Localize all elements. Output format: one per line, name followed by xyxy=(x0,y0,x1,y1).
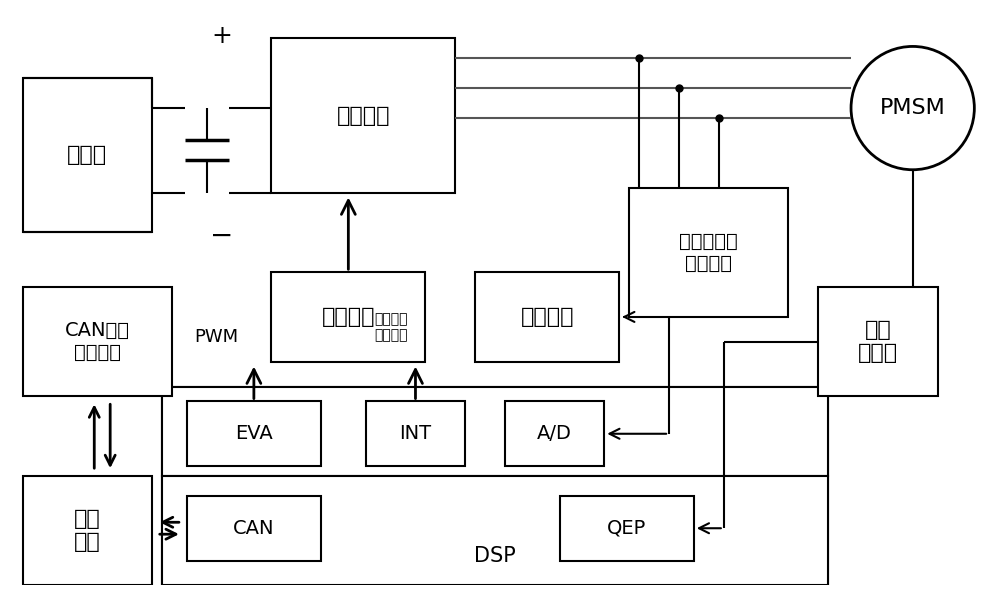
Text: +: + xyxy=(211,25,232,48)
Bar xyxy=(629,188,788,317)
Bar xyxy=(23,79,152,233)
Circle shape xyxy=(851,47,974,170)
Bar xyxy=(23,476,152,585)
Text: 逆变电路: 逆变电路 xyxy=(337,106,390,126)
Bar xyxy=(162,387,828,476)
Bar xyxy=(271,272,425,362)
Text: PWM: PWM xyxy=(194,328,238,346)
Text: 电流、电压
检测电路: 电流、电压 检测电路 xyxy=(679,232,738,273)
Bar xyxy=(162,387,828,585)
Text: INT: INT xyxy=(399,424,432,443)
Text: 过流过压
软件保护: 过流过压 软件保护 xyxy=(374,312,407,342)
Bar xyxy=(475,272,619,362)
Text: DSP: DSP xyxy=(474,545,516,565)
Text: CAN通信
接口电路: CAN通信 接口电路 xyxy=(65,321,130,362)
Text: PMSM: PMSM xyxy=(880,98,946,118)
Bar xyxy=(23,287,172,396)
Bar xyxy=(162,476,828,585)
Text: 隔离
电路: 隔离 电路 xyxy=(74,509,101,552)
Bar xyxy=(187,496,321,561)
Text: EVA: EVA xyxy=(235,424,273,443)
Text: 蓄电池: 蓄电池 xyxy=(67,146,107,165)
Text: −: − xyxy=(210,222,233,249)
Bar xyxy=(818,287,938,396)
Text: QEP: QEP xyxy=(607,519,646,538)
Text: CAN: CAN xyxy=(233,519,275,538)
Text: A/D: A/D xyxy=(537,424,572,443)
Text: 光电
编码器: 光电 编码器 xyxy=(858,320,898,364)
Bar xyxy=(187,402,321,466)
Bar xyxy=(560,496,694,561)
Bar xyxy=(505,402,604,466)
Bar xyxy=(271,39,455,193)
Bar xyxy=(366,402,465,466)
Text: 驱动电路: 驱动电路 xyxy=(322,307,375,327)
Text: 保护电路: 保护电路 xyxy=(520,307,574,327)
